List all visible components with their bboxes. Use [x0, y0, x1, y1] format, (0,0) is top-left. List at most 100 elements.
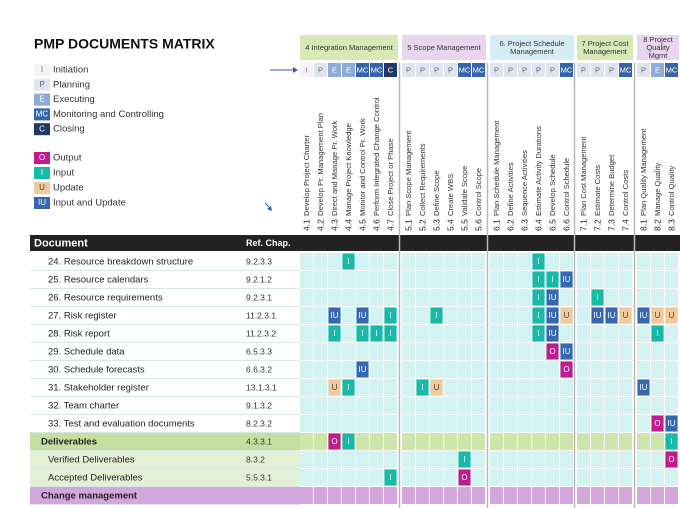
cell-mark — [384, 307, 397, 324]
cell-bg — [577, 307, 590, 324]
legend-swatch — [34, 123, 50, 136]
cell-bg — [370, 289, 383, 306]
cell-bg — [577, 433, 590, 450]
legend-swatch — [34, 78, 50, 91]
process-group-cell — [416, 63, 429, 77]
cell-bg — [370, 397, 383, 414]
process-group-code: I — [305, 65, 307, 74]
group-title: 7 Project Cost Management — [581, 38, 629, 56]
cell-bg — [314, 325, 327, 342]
cell-bg — [444, 379, 457, 396]
cell-bg — [430, 451, 443, 468]
process-group-cell — [637, 63, 650, 77]
cell-bg — [504, 343, 517, 360]
row-ref: 13.1.3.1 — [246, 382, 277, 392]
cell-mark — [356, 325, 369, 342]
cell-bg — [490, 271, 503, 288]
cell-bg — [605, 487, 618, 504]
process-id: 4.5 — [357, 219, 367, 231]
cell-mark — [546, 325, 559, 342]
cell-bg — [560, 451, 573, 468]
process-name: Estimate Costs — [593, 165, 602, 216]
cell-code: U — [564, 311, 570, 320]
cell-bg — [651, 253, 664, 270]
cell-mark — [651, 307, 664, 324]
cell-bg — [402, 451, 415, 468]
process-id: 8.2 — [652, 219, 662, 231]
cell-bg — [560, 415, 573, 432]
cell-bg — [384, 451, 397, 468]
row-ref: 9.2.3.3 — [246, 256, 272, 266]
cell-bg — [458, 271, 471, 288]
cell-mark — [384, 469, 397, 486]
cell-mark — [458, 469, 471, 486]
cell-bg — [651, 271, 664, 288]
cell-bg — [637, 451, 650, 468]
cell-bg — [430, 325, 443, 342]
cell-bg — [472, 325, 485, 342]
cell-bg — [619, 343, 632, 360]
cell-bg — [300, 451, 313, 468]
row-bg — [30, 343, 300, 360]
row-document: 27. Risk register — [48, 311, 117, 322]
cell-bg — [577, 325, 590, 342]
process-id: 4.3 — [329, 219, 339, 231]
cell-bg — [619, 487, 632, 504]
row-document: 24. Resource breakdown structure — [48, 257, 193, 268]
cell-bg — [402, 415, 415, 432]
cell-bg — [384, 415, 397, 432]
cell-bg — [300, 469, 313, 486]
cell-mark — [665, 415, 678, 432]
process-id: 5.6 — [473, 219, 483, 231]
cell-bg — [490, 379, 503, 396]
cell-bg — [472, 451, 485, 468]
cell-bg — [314, 253, 327, 270]
cell-bg — [314, 361, 327, 378]
cell-bg — [665, 271, 678, 288]
cell-bg — [384, 361, 397, 378]
cell-bg — [370, 361, 383, 378]
process-name: Manage Project Knowledge — [344, 123, 353, 216]
cell-mark — [430, 307, 443, 324]
cell-bg — [430, 469, 443, 486]
process-id: 6.6 — [561, 219, 571, 231]
cell-code: O — [668, 455, 674, 464]
cell-bg — [651, 469, 664, 486]
cell-bg — [458, 433, 471, 450]
cell-bg — [402, 253, 415, 270]
cell-mark — [342, 379, 355, 396]
cell-mark — [430, 379, 443, 396]
cell-bg — [619, 253, 632, 270]
cell-bg — [402, 433, 415, 450]
cell-bg — [416, 415, 429, 432]
cell-bg — [560, 397, 573, 414]
cell-code: O — [461, 473, 467, 482]
cell-bg — [490, 415, 503, 432]
cell-bg — [402, 289, 415, 306]
row-bg — [30, 361, 300, 378]
process-group-code: MC — [371, 65, 383, 74]
cell-bg — [619, 415, 632, 432]
cell-mark — [328, 307, 341, 324]
cell-bg — [637, 361, 650, 378]
cell-bg — [577, 361, 590, 378]
process-id: 4.7 — [385, 219, 395, 231]
row-ref: 8.2.3.2 — [246, 418, 272, 428]
cell-bg — [342, 361, 355, 378]
cell-bg — [430, 289, 443, 306]
cell-bg — [605, 361, 618, 378]
cell-mark — [458, 451, 471, 468]
process-id: 4.2 — [315, 219, 325, 231]
legend-swatch — [34, 108, 50, 121]
cell-bg — [651, 361, 664, 378]
table-header — [30, 235, 680, 251]
cell-mark — [591, 289, 604, 306]
row-ref: 11.2.3.1 — [246, 310, 276, 320]
cell-bg — [651, 451, 664, 468]
cell-bg — [314, 343, 327, 360]
cell-bg — [637, 289, 650, 306]
cell-code: IU — [549, 293, 557, 302]
cell-bg — [402, 325, 415, 342]
